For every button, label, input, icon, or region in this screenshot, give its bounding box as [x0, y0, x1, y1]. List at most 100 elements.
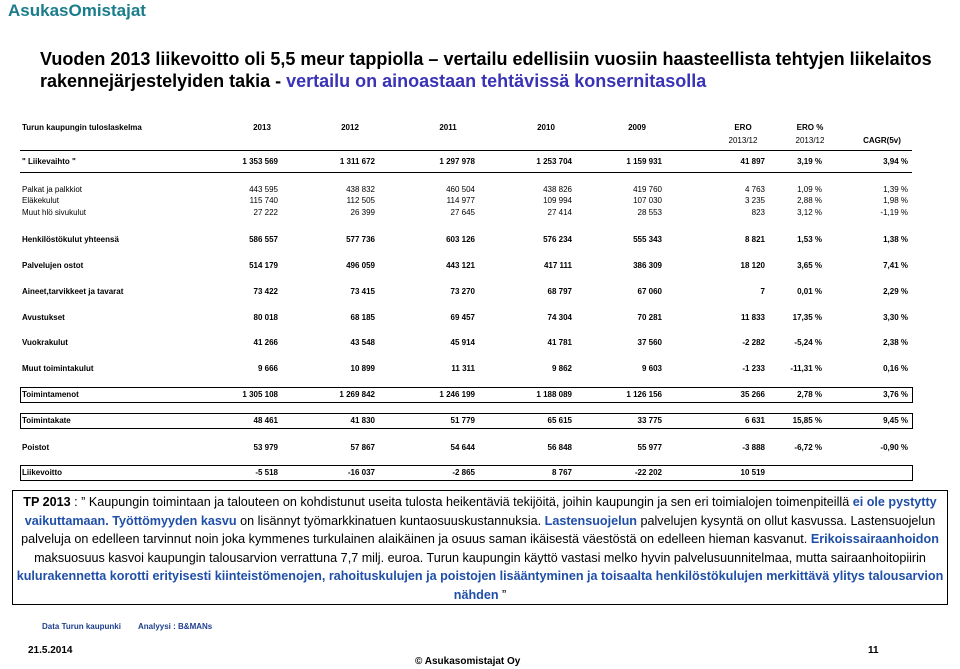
row-value: -3 888	[742, 443, 765, 452]
title-segment: vertailu on ainoastaan tehtävissä konser…	[286, 71, 707, 91]
row-value: -22 202	[634, 468, 662, 477]
row-value: 2,78 %	[797, 390, 822, 399]
row-box	[20, 413, 913, 429]
row-value: 460 504	[446, 185, 475, 194]
row-value: 27 414	[547, 208, 572, 217]
row-value: -2 282	[742, 338, 765, 347]
row-value: 74 304	[547, 313, 572, 322]
row-value: 56 848	[547, 443, 572, 452]
title-segment: Vuoden 2013 liikevoitto oli 5,5 meur tap…	[40, 49, 932, 91]
row-box	[20, 387, 913, 403]
row-value: 0,01 %	[797, 287, 822, 296]
row-label: Vuokrakulut	[22, 338, 68, 347]
header-cell: 2013/12	[795, 136, 825, 145]
row-value: 1 269 842	[339, 390, 375, 399]
row-value: 112 505	[346, 196, 375, 205]
row-value: 1 159 931	[626, 157, 662, 166]
row-value: 27 222	[253, 208, 278, 217]
row-value: 41 897	[740, 157, 765, 166]
header-cell: Turun kaupungin tuloslaskelma	[22, 123, 142, 132]
row-value: 69 457	[450, 313, 475, 322]
row-value: 53 979	[253, 443, 278, 452]
row-value: 41 830	[350, 416, 375, 425]
row-value: 48 461	[253, 416, 278, 425]
row-value: 3,30 %	[883, 313, 908, 322]
row-value: 26 399	[350, 208, 375, 217]
row-label: Muut hlö sivukulut	[22, 208, 87, 217]
row-value: 80 018	[253, 313, 278, 322]
note-segment: maksuosuus kasvoi kaupungin talousarvion…	[34, 550, 926, 565]
row-value: 3,65 %	[797, 261, 822, 270]
row-value: 438 832	[346, 185, 375, 194]
row-value: 35 266	[740, 390, 765, 399]
row-value: 9 603	[641, 364, 662, 373]
row-value: 11 311	[451, 364, 475, 373]
row-value: 17,35 %	[792, 313, 822, 322]
row-value: 7	[760, 287, 765, 296]
row-value: 577 736	[346, 235, 375, 244]
rule	[20, 150, 912, 151]
row-value: 1 353 569	[242, 157, 278, 166]
row-value: 45 914	[450, 338, 475, 347]
row-value: 7,41 %	[883, 261, 908, 270]
note-segment: : ” Kaupungin toimintaan ja talouteen on…	[70, 495, 853, 509]
row-value: -6,72 %	[794, 443, 822, 452]
row-value: 27 645	[450, 208, 475, 217]
row-value: 4 763	[744, 185, 765, 194]
row-value: -1 233	[742, 364, 765, 373]
row-value: 0,16 %	[883, 364, 908, 373]
header-cell: 2009	[628, 123, 646, 132]
row-value: 10 519	[740, 468, 765, 477]
row-value: 496 059	[346, 261, 375, 270]
row-label: Avustukset	[22, 313, 65, 322]
row-value: 419 760	[633, 185, 662, 194]
row-box	[20, 465, 913, 481]
row-label: Aineet,tarvikkeet ja tavarat	[22, 287, 124, 296]
row-value: 3 235	[744, 196, 765, 205]
row-value: 1 305 108	[242, 390, 278, 399]
row-value: 73 415	[350, 287, 375, 296]
row-value: 555 343	[633, 235, 662, 244]
row-value: 9 862	[551, 364, 572, 373]
row-value: -5 518	[255, 468, 278, 477]
source: Data Turun kaupunki	[42, 622, 121, 631]
row-label: Muut toimintakulut	[22, 364, 94, 373]
row-value: 115 740	[249, 196, 278, 205]
row-label: " Liikevaihto "	[22, 157, 76, 166]
row-value: 8 821	[744, 235, 765, 244]
note-box: TP 2013 : ” Kaupungin toimintaan ja talo…	[12, 490, 948, 605]
row-value: 70 281	[637, 313, 662, 322]
row-value: 438 826	[543, 185, 572, 194]
row-label: Toimintamenot	[22, 390, 79, 399]
row-value: 586 557	[249, 235, 278, 244]
row-value: 68 185	[350, 313, 375, 322]
row-value: 57 867	[350, 443, 375, 452]
row-value: 3,12 %	[797, 208, 822, 217]
row-value: 114 977	[446, 196, 475, 205]
row-value: 107 030	[633, 196, 662, 205]
row-value: 18 120	[740, 261, 765, 270]
rule	[20, 172, 912, 173]
row-value: 1 253 704	[536, 157, 572, 166]
row-value: 1 188 089	[536, 390, 572, 399]
date: 21.5.2014	[28, 645, 73, 656]
row-value: 1 126 156	[626, 390, 662, 399]
row-value: 109 994	[543, 196, 572, 205]
note-segment: Työttömyyden kasvu	[108, 513, 237, 528]
row-value: 54 644	[450, 443, 475, 452]
header-cell: 2010	[537, 123, 555, 132]
header-cell: 2012	[341, 123, 359, 132]
row-value: 15,85 %	[792, 416, 822, 425]
copyright: © Asukasomistajat Oy	[415, 656, 521, 667]
row-value: 1,38 %	[883, 235, 908, 244]
row-value: 2,38 %	[883, 338, 908, 347]
row-value: -16 037	[347, 468, 375, 477]
note-segment: TP 2013	[23, 495, 71, 509]
row-value: 576 234	[543, 235, 572, 244]
row-value: -0,90 %	[880, 443, 908, 452]
row-value: 443 121	[446, 261, 475, 270]
row-value: -1,19 %	[880, 208, 908, 217]
row-value: 417 111	[543, 261, 572, 270]
row-value: 28 553	[637, 208, 662, 217]
row-value: 1,09 %	[797, 185, 822, 194]
